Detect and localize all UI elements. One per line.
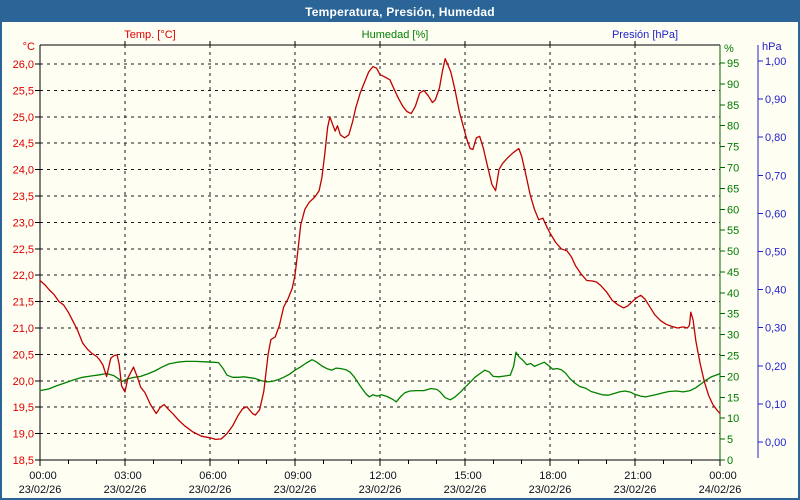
humidity-tick-label: 40 bbox=[727, 288, 739, 300]
time-label: 09:00 bbox=[284, 470, 312, 482]
time-label: 21:00 bbox=[624, 470, 652, 482]
time-label: 18:00 bbox=[539, 470, 567, 482]
temp-tick-label: 20,5 bbox=[13, 349, 34, 361]
temp-tick-label: 24,5 bbox=[13, 138, 34, 150]
temp-tick-label: 19,0 bbox=[13, 429, 34, 441]
date-label: 23/02/26 bbox=[529, 484, 572, 496]
date-label: 23/02/26 bbox=[274, 484, 317, 496]
pressure-tick-label: 0,30 bbox=[765, 323, 786, 335]
window-title: Temperatura, Presión, Humedad bbox=[305, 5, 495, 19]
time-label: 12:00 bbox=[369, 470, 397, 482]
pressure-tick-label: 0,20 bbox=[765, 361, 786, 373]
humidity-tick-label: 30 bbox=[727, 330, 739, 342]
title-bar: Temperatura, Presión, Humedad bbox=[2, 2, 798, 22]
temp-tick-label: 22,5 bbox=[13, 244, 34, 256]
series-temp bbox=[39, 58, 721, 441]
humidity-tick-label: 85 bbox=[727, 100, 739, 112]
date-label: 23/02/26 bbox=[614, 484, 657, 496]
humidity-unit-label: % bbox=[724, 43, 734, 55]
humidity-tick-label: 65 bbox=[727, 183, 739, 195]
temp-tick-label: 19,5 bbox=[13, 402, 34, 414]
date-label: 23/02/26 bbox=[189, 484, 232, 496]
temp-tick-label: 25,5 bbox=[13, 85, 34, 97]
pressure-tick-label: 0,70 bbox=[765, 170, 786, 182]
time-label: 00:00 bbox=[709, 470, 737, 482]
date-label: 23/02/26 bbox=[104, 484, 147, 496]
time-label: 06:00 bbox=[199, 470, 227, 482]
date-label: 23/02/26 bbox=[359, 484, 402, 496]
date-label: 23/02/26 bbox=[444, 484, 487, 496]
pressure-tick-label: 0,10 bbox=[765, 399, 786, 411]
humidity-tick-label: 70 bbox=[727, 162, 739, 174]
legend-temp: Temp. [°C] bbox=[124, 29, 175, 41]
temp-tick-label: 25,0 bbox=[13, 112, 34, 124]
temp-tick-label: 22,0 bbox=[13, 270, 34, 282]
humidity-tick-label: 60 bbox=[727, 204, 739, 216]
humidity-tick-label: 55 bbox=[727, 225, 739, 237]
pressure-tick-label: 0,60 bbox=[765, 208, 786, 220]
legend-humidity: Humedad [%] bbox=[362, 29, 429, 41]
date-label: 23/02/26 bbox=[19, 484, 62, 496]
pressure-tick-label: 0,80 bbox=[765, 132, 786, 144]
temp-tick-label: 24,0 bbox=[13, 165, 34, 177]
date-label: 24/02/26 bbox=[699, 484, 742, 496]
humidity-tick-label: 25 bbox=[727, 351, 739, 363]
pressure-tick-label: 0,40 bbox=[765, 285, 786, 297]
temp-tick-label: 20,0 bbox=[13, 376, 34, 388]
humidity-tick-label: 20 bbox=[727, 371, 739, 383]
humidity-tick-label: 95 bbox=[727, 58, 739, 70]
humidity-tick-label: 0 bbox=[727, 455, 733, 467]
humidity-tick-label: 35 bbox=[727, 309, 739, 321]
temp-tick-label: 21,0 bbox=[13, 323, 34, 335]
pressure-unit-label: hPa bbox=[762, 41, 782, 53]
pressure-tick-label: 1,00 bbox=[765, 56, 786, 68]
humidity-tick-label: 75 bbox=[727, 142, 739, 154]
humidity-tick-label: 5 bbox=[727, 434, 733, 446]
humidity-tick-label: 45 bbox=[727, 267, 739, 279]
temp-tick-label: 23,0 bbox=[13, 217, 34, 229]
humidity-tick-label: 50 bbox=[727, 246, 739, 258]
time-label: 15:00 bbox=[454, 470, 482, 482]
humidity-tick-label: 90 bbox=[727, 79, 739, 91]
series-humidity bbox=[39, 351, 721, 403]
temp-unit-label: °C bbox=[23, 41, 35, 53]
pressure-tick-label: 0,90 bbox=[765, 94, 786, 106]
time-label: 00:00 bbox=[29, 470, 57, 482]
legend-pressure: Presión [hPa] bbox=[612, 29, 678, 41]
humidity-tick-label: 15 bbox=[727, 392, 739, 404]
humidity-tick-label: 80 bbox=[727, 121, 739, 133]
temp-tick-label: 23,5 bbox=[13, 191, 34, 203]
pressure-tick-label: 0,50 bbox=[765, 247, 786, 259]
humidity-tick-label: 10 bbox=[727, 413, 739, 425]
pressure-tick-label: 0,00 bbox=[765, 437, 786, 449]
temp-tick-label: 26,0 bbox=[13, 59, 34, 71]
temp-tick-label: 21,5 bbox=[13, 297, 34, 309]
time-label: 03:00 bbox=[114, 470, 142, 482]
temp-tick-label: 18,5 bbox=[13, 455, 34, 467]
